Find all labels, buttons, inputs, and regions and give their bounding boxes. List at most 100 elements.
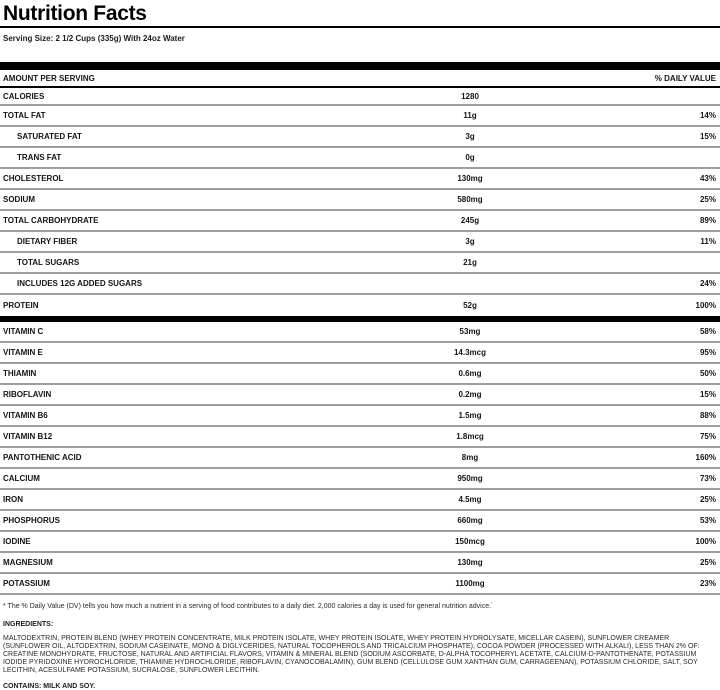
nutrient-label: IRON: [3, 495, 23, 504]
nutrient-row: CALCIUM 950mg 73%: [0, 469, 720, 490]
nutrient-row: VITAMIN E 14.3mcg 95%: [0, 343, 720, 364]
nutrient-row: SODIUM 580mg 25%: [0, 190, 720, 211]
nutrient-label: CALCIUM: [3, 474, 40, 483]
nutrient-amount: 0.6mg: [458, 369, 482, 378]
nutrient-dv: 160%: [695, 453, 716, 462]
macronutrient-rows: TOTAL FAT 11g 14% SATURATED FAT 3g 15% TRANS F…: [0, 106, 720, 316]
nutrient-amount: 580mg: [457, 195, 483, 204]
serving-size-text: Serving Size: 2 1/2 Cups (335g) With 24o…: [3, 34, 185, 43]
nutrient-dv: 25%: [699, 558, 716, 567]
ingredients-text: MALTODEXTRIN, PROTEIN BLEND (WHEY PROTEI…: [3, 635, 700, 674]
nutrient-amount: 245g: [460, 216, 480, 225]
nutrient-label: TOTAL CARBOHYDRATE: [3, 216, 99, 225]
nutrient-amount: 950mg: [457, 474, 483, 483]
nutrient-amount: 150mcg: [455, 537, 485, 546]
nutrient-label: VITAMIN C: [3, 327, 44, 336]
nutrient-dv: 53%: [699, 516, 716, 525]
nutrient-amount: 0.2mg: [458, 390, 482, 399]
nutrient-dv: 88%: [699, 411, 716, 420]
nutrient-label: RIBOFLAVIN: [3, 390, 52, 399]
nutrient-dv: 11%: [700, 237, 716, 246]
nutrient-dv: 100%: [695, 537, 716, 546]
nutrient-dv: 15%: [699, 132, 716, 141]
nutrient-label: VITAMIN B12: [3, 432, 53, 441]
nutrient-dv: 43%: [699, 174, 716, 183]
nutrient-row: THIAMIN 0.6mg 50%: [0, 364, 720, 385]
nutrient-amount: 1.5mg: [458, 411, 482, 420]
nutrient-row: TOTAL SUGARS 21g: [0, 253, 720, 274]
nutrient-label: VITAMIN B6: [3, 411, 48, 420]
nutrient-label: SATURATED FAT: [17, 132, 82, 141]
nutrient-dv: 73%: [699, 474, 716, 483]
nutrient-dv: 14%: [699, 111, 716, 120]
nutrient-amount: 130mg: [457, 174, 483, 183]
nutrient-row: VITAMIN B6 1.5mg 88%: [0, 406, 720, 427]
nutrient-label: TOTAL SUGARS: [17, 258, 80, 267]
nutrient-label: PHOSPHORUS: [3, 516, 60, 525]
nutrient-label: MAGNESIUM: [3, 558, 53, 567]
nutrient-dv: 25%: [699, 195, 716, 204]
nutrient-dv: 89%: [699, 216, 716, 225]
page-title: Nutrition Facts: [3, 2, 147, 25]
nutrient-row: POTASSIUM 1100mg 23%: [0, 574, 720, 595]
nutrient-label: IODINE: [3, 537, 31, 546]
nutrient-row: INCLUDES 12G ADDED SUGARS 24%: [0, 274, 720, 295]
nutrient-amount: 21g: [463, 258, 477, 267]
nutrient-label: INCLUDES 12G ADDED SUGARS: [17, 279, 143, 288]
nutrient-row: CHOLESTEROL 130mg 43%: [0, 169, 720, 190]
nutrient-dv: 50%: [699, 369, 716, 378]
nutrient-row: VITAMIN C 53mg 58%: [0, 322, 720, 343]
nutrient-row: RIBOFLAVIN 0.2mg 15%: [0, 385, 720, 406]
calories-row: CALORIES 1280: [0, 88, 720, 106]
nutrient-dv: 100%: [695, 301, 716, 310]
nutrient-amount: 660mg: [457, 516, 483, 525]
nutrient-amount: 52g: [463, 301, 477, 310]
nutrient-row: VITAMIN B12 1.8mcg 75%: [0, 427, 720, 448]
nutrient-amount: 14.3mcg: [453, 348, 487, 357]
nutrient-label: CHOLESTEROL: [3, 174, 64, 183]
nutrient-amount: 3g: [465, 132, 475, 141]
nutrient-label: TOTAL FAT: [3, 111, 46, 120]
nutrient-amount: 4.5mg: [458, 495, 482, 504]
nutrient-dv: 75%: [699, 432, 716, 441]
table-header-row: AMOUNT PER SERVING % DAILY VALUE: [0, 70, 720, 88]
nutrient-row: TOTAL CARBOHYDRATE 245g 89%: [0, 211, 720, 232]
nutrient-amount: 1100mg: [455, 579, 485, 588]
nutrient-amount: 1.8mcg: [456, 432, 484, 441]
micronutrient-rows: VITAMIN C 53mg 58% VITAMIN E 14.3mcg 95% THIAM…: [0, 322, 720, 595]
nutrient-label: PROTEIN: [3, 301, 39, 310]
nutrient-row: PANTOTHENIC ACID 8mg 160%: [0, 448, 720, 469]
nutrient-row: SATURATED FAT 3g 15%: [0, 127, 720, 148]
nutrient-label: SODIUM: [3, 195, 35, 204]
nutrient-amount: 11g: [463, 111, 477, 120]
nutrient-dv: 95%: [699, 348, 716, 357]
nutrient-row: PHOSPHORUS 660mg 53%: [0, 511, 720, 532]
title-rule: [0, 26, 720, 28]
nutrient-dv: 15%: [699, 390, 716, 399]
nutrient-label: PANTOTHENIC ACID: [3, 453, 82, 462]
nutrient-row: TOTAL FAT 11g 14%: [0, 106, 720, 127]
nutrient-amount: 130mg: [457, 558, 483, 567]
nutrient-label: DIETARY FIBER: [17, 237, 78, 246]
section-bar-middle: [0, 316, 720, 322]
ingredients-heading: INGREDIENTS:: [3, 621, 54, 628]
calories-amount: 1280: [461, 91, 479, 101]
column-header-amount: AMOUNT PER SERVING: [3, 73, 95, 83]
nutrient-label: VITAMIN E: [3, 348, 43, 357]
nutrient-amount: 8mg: [461, 453, 479, 462]
nutrient-row: TRANS FAT 0g: [0, 148, 720, 169]
allergen-contains-text: CONTAINS: MILK AND SOY.: [3, 683, 96, 690]
nutrient-dv: 58%: [699, 327, 716, 336]
nutrient-row: IRON 4.5mg 25%: [0, 490, 720, 511]
column-header-daily-value: % DAILY VALUE: [654, 73, 716, 83]
nutrient-label: POTASSIUM: [3, 579, 50, 588]
nutrient-label: THIAMIN: [3, 369, 37, 378]
nutrient-dv: 23%: [699, 579, 716, 588]
nutrient-row: MAGNESIUM 130mg 25%: [0, 553, 720, 574]
daily-value-footnote: * The % Daily Value (DV) tells you how m…: [3, 603, 494, 610]
section-bar-top: [0, 62, 720, 70]
nutrient-dv: 25%: [699, 495, 716, 504]
nutrient-amount: 0g: [465, 153, 475, 162]
nutrient-row: DIETARY FIBER 3g 11%: [0, 232, 720, 253]
